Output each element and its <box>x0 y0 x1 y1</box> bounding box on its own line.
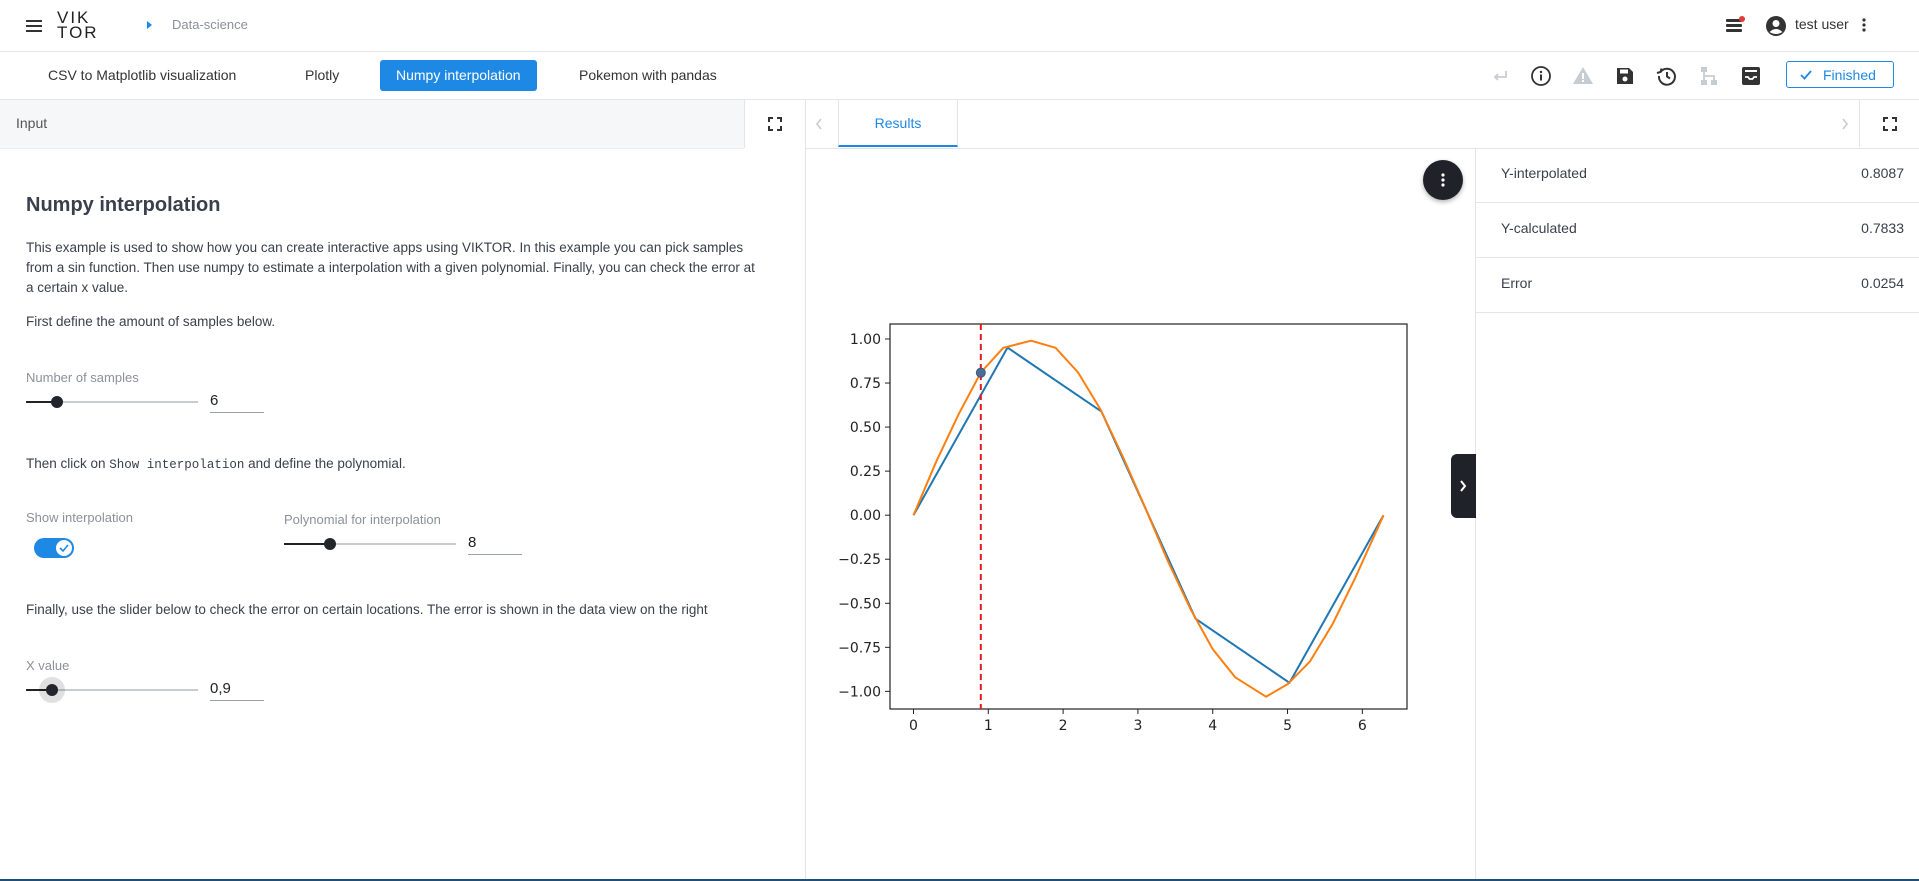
x-slider-thumb[interactable] <box>45 684 58 696</box>
x-value: 0,9 <box>210 680 231 697</box>
finished-label: Finished <box>1823 67 1876 83</box>
input-header-label: Input <box>16 115 48 131</box>
panel-divider <box>805 100 806 881</box>
x-intro-text: Finally, use the slider below to check t… <box>26 602 708 617</box>
tree-icon[interactable] <box>1697 64 1721 88</box>
check-icon <box>1799 68 1813 85</box>
y-tick-label: −0.50 <box>838 596 881 612</box>
poly-slider[interactable] <box>284 536 456 552</box>
tab-csv-matplotlib[interactable]: CSV to Matplotlib visualization <box>48 67 237 83</box>
intro-text: This example is used to show how you can… <box>26 240 755 295</box>
warning-icon[interactable] <box>1571 64 1595 88</box>
x-tick-label: 6 <box>1358 718 1367 734</box>
y-tick-label: 0.25 <box>850 464 881 480</box>
x-tick-label: 1 <box>984 718 993 734</box>
x-tick-label: 2 <box>1059 718 1068 734</box>
samples-input[interactable]: 6 <box>210 390 264 413</box>
fullscreen-icon <box>1883 117 1897 131</box>
top-bar: VIK TOR Data-science test user <box>0 0 1919 52</box>
input-panel-header: Input <box>0 100 744 149</box>
samples-value: 6 <box>210 392 219 409</box>
poly-input[interactable]: 8 <box>468 532 522 555</box>
info-icon[interactable] <box>1529 64 1553 88</box>
chevron-left-icon[interactable] <box>814 116 824 135</box>
enter-icon[interactable] <box>1488 64 1512 88</box>
data-row-error: Error 0.0254 <box>1476 258 1919 313</box>
data-row-y-calculated: Y-calculated 0.7833 <box>1476 203 1919 258</box>
data-row-value: 0.0254 <box>1861 275 1904 291</box>
bottom-border <box>0 879 1919 881</box>
input-fullscreen-button[interactable] <box>744 100 805 148</box>
tab-plotly[interactable]: Plotly <box>305 67 340 83</box>
y-tick-label: 1.00 <box>850 332 881 348</box>
chevron-right-icon[interactable] <box>1840 116 1850 135</box>
show-interp-label: Show interpolation <box>26 510 133 525</box>
data-row-value: 0.8087 <box>1861 165 1904 181</box>
logo-bottom-text: TOR <box>57 23 99 42</box>
poly-slider-thumb[interactable] <box>324 538 337 550</box>
x-slider[interactable] <box>26 682 198 698</box>
more-options-button[interactable] <box>1423 160 1463 200</box>
x-label: X value <box>26 658 70 673</box>
interp-intro-text: Then click on Show interpolation and def… <box>26 454 406 475</box>
breadcrumb-caret-icon <box>147 21 152 29</box>
samples-slider[interactable] <box>26 394 198 410</box>
data-row-label: Error <box>1501 275 1533 291</box>
more-vert-icon <box>1441 173 1445 187</box>
data-row-value: 0.7833 <box>1861 220 1904 236</box>
x-tick-label: 5 <box>1283 718 1292 734</box>
history-icon[interactable] <box>1655 64 1679 88</box>
interp-intro-suffix: and define the polynomial. <box>244 456 406 471</box>
x-input[interactable]: 0,9 <box>210 678 264 701</box>
interpolation-line <box>912 339 1385 698</box>
tab-numpy-interpolation[interactable]: Numpy interpolation <box>380 60 537 91</box>
logo-top-text: VIK <box>57 8 91 27</box>
save-icon[interactable] <box>1613 64 1637 88</box>
interpolation-chart: 0 1 2 3 4 5 6 1.00 0.75 0.50 0.25 0.00 −0.25 −0.50 −0.… <box>838 323 1408 734</box>
poly-label: Polynomial for interpolation <box>284 512 441 527</box>
page-tab-bar: CSV to Matplotlib visualization Plotly N… <box>0 52 1919 100</box>
interp-intro-prefix: Then click on <box>26 456 110 471</box>
show-interp-toggle[interactable] <box>34 538 74 558</box>
fullscreen-icon <box>768 117 782 131</box>
toggle-check-icon <box>56 540 72 556</box>
interpolated-point <box>975 367 986 378</box>
more-vert-icon[interactable] <box>1862 17 1866 33</box>
y-tick-label: 0.00 <box>850 508 881 524</box>
results-panel-header: Results <box>806 100 1919 149</box>
poly-value: 8 <box>468 534 477 551</box>
notifications-icon[interactable] <box>1724 16 1746 36</box>
inbox-icon[interactable] <box>1739 64 1763 88</box>
samples-intro-text: First define the amount of samples below… <box>26 314 276 329</box>
x-tick-label: 0 <box>909 718 918 734</box>
breadcrumb[interactable]: Data-science <box>172 17 248 32</box>
user-name[interactable]: test user <box>1795 16 1849 32</box>
data-row-label: Y-interpolated <box>1501 165 1587 181</box>
data-panel-toggle[interactable] <box>1451 454 1476 518</box>
x-tick-label: 3 <box>1133 718 1142 734</box>
y-tick-label: −0.25 <box>838 552 881 568</box>
data-row-label: Y-calculated <box>1501 220 1577 236</box>
viktor-logo[interactable]: VIK TOR <box>57 8 99 42</box>
data-row-y-interpolated: Y-interpolated 0.8087 <box>1476 148 1919 203</box>
input-title: Numpy interpolation <box>26 194 221 216</box>
x-tick-label: 4 <box>1208 718 1217 734</box>
interp-intro-code: Show interpolation <box>109 458 245 472</box>
menu-icon[interactable] <box>26 20 42 32</box>
tab-pokemon-pandas[interactable]: Pokemon with pandas <box>579 67 717 83</box>
finished-button[interactable]: Finished <box>1786 61 1894 88</box>
y-tick-label: 0.75 <box>850 376 881 392</box>
tab-results[interactable]: Results <box>838 100 958 147</box>
samples-label: Number of samples <box>26 370 139 385</box>
y-tick-label: −1.00 <box>838 684 881 700</box>
results-fullscreen-button[interactable] <box>1859 100 1919 147</box>
y-tick-label: 0.50 <box>850 420 881 436</box>
chevron-right-icon <box>1460 480 1467 492</box>
chart-axes-frame <box>889 323 1408 710</box>
y-tick-label: −0.75 <box>838 640 881 656</box>
account-icon[interactable] <box>1765 15 1787 37</box>
samples-slider-thumb[interactable] <box>50 396 63 408</box>
